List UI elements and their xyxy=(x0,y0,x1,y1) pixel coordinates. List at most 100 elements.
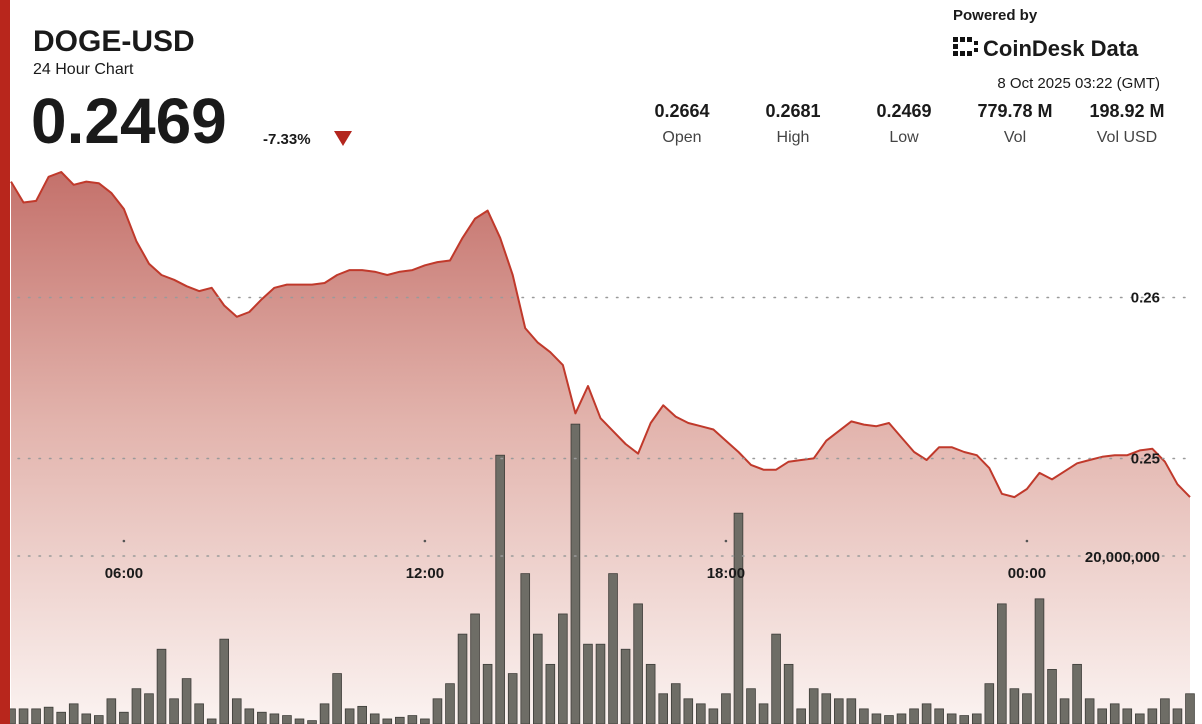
volume-bar xyxy=(43,706,54,724)
volume-bar xyxy=(670,683,681,724)
volume-bar xyxy=(119,711,129,724)
brand-name: CoinDesk Data xyxy=(983,36,1139,61)
volume-bar xyxy=(507,673,518,724)
volume-bar xyxy=(407,715,418,724)
volume-bar xyxy=(696,703,706,724)
volume-bar xyxy=(181,678,192,724)
volume-bar xyxy=(1160,698,1170,724)
volume-bar xyxy=(156,648,167,724)
ticker-title: DOGE-USD xyxy=(33,25,195,58)
y2-tick-label: 20,000,000 xyxy=(1085,549,1160,566)
volume-bar xyxy=(1072,663,1082,724)
volume-bar xyxy=(946,713,957,724)
volume-bar xyxy=(445,683,455,724)
brand-logo xyxy=(953,37,978,56)
volume-bar xyxy=(1047,669,1057,724)
stat-label: Vol xyxy=(1004,129,1026,146)
volume-bar xyxy=(520,573,531,724)
volume-bar xyxy=(934,708,944,724)
volume-bar xyxy=(846,698,857,724)
stats: 0.2664 Open 0.2681 High 0.2469 Low 779.78 M Vol… xyxy=(654,101,1164,146)
volume-bar xyxy=(658,693,668,724)
volume-bar xyxy=(558,613,568,724)
price-line xyxy=(10,171,1191,499)
x-tick-mark xyxy=(423,539,427,543)
volume-bar xyxy=(470,613,480,724)
volume-bar xyxy=(834,698,844,724)
volume-bar xyxy=(482,663,493,724)
volume-bar xyxy=(997,603,1007,724)
volume-bar xyxy=(206,718,217,724)
x-tick-label: 18:00 xyxy=(707,565,745,582)
volume-bar xyxy=(420,718,430,724)
volume-bar xyxy=(771,633,781,724)
volume-bar xyxy=(583,643,593,724)
volume-bar xyxy=(620,648,631,724)
volume-bar xyxy=(595,643,606,724)
volume-bar xyxy=(570,423,581,724)
y-tick-label: 0.25 xyxy=(1131,450,1160,467)
volume-bar xyxy=(909,708,919,724)
volume-bar xyxy=(1135,713,1145,724)
volume-bar xyxy=(721,693,731,724)
volume-bar xyxy=(808,688,819,724)
x-tick-mark xyxy=(122,539,126,543)
volume-bar xyxy=(683,698,694,724)
volume-bar xyxy=(859,708,869,724)
volume-bar xyxy=(896,713,907,724)
volume-bar xyxy=(294,718,305,724)
chart-subtitle: 24 Hour Chart xyxy=(33,61,134,78)
volume-bar xyxy=(282,715,292,724)
volume-bar xyxy=(1034,598,1045,724)
volume-bar xyxy=(231,698,242,724)
area-fill xyxy=(11,172,1190,724)
volume-bar xyxy=(971,713,982,724)
volume-bar xyxy=(307,720,317,724)
stat-label: High xyxy=(777,129,810,146)
x-tick-label: 06:00 xyxy=(105,565,143,582)
volume-bar xyxy=(758,703,769,724)
volume-bar xyxy=(31,708,41,724)
volume-bar xyxy=(545,663,556,724)
volume-bar xyxy=(219,638,230,724)
volume-bar xyxy=(796,708,806,724)
volume-bar xyxy=(131,688,142,724)
volume-bar xyxy=(871,713,882,724)
volume-bar xyxy=(532,633,543,724)
volume-bar xyxy=(708,708,719,724)
volume-bar xyxy=(645,663,656,724)
stat-label: Open xyxy=(662,129,701,146)
stat-label: Low xyxy=(889,129,919,146)
volume-bar xyxy=(81,713,92,724)
volume-bar xyxy=(1022,693,1032,724)
volume-bar xyxy=(369,713,380,724)
stat-value: 0.2469 xyxy=(876,101,931,121)
price-change: -7.33% xyxy=(263,131,311,148)
volume-bar xyxy=(733,512,744,724)
volume-bar xyxy=(1084,698,1095,724)
volume-bar xyxy=(1147,708,1158,724)
accent-strip xyxy=(0,0,10,724)
volume-bar xyxy=(495,454,505,724)
stat-value: 779.78 M xyxy=(977,101,1052,121)
volume-bar xyxy=(746,688,756,724)
volume-bar xyxy=(344,708,355,724)
volume-bar xyxy=(395,716,405,724)
volume-bar xyxy=(1122,708,1133,724)
volume-bar xyxy=(432,698,443,724)
volume-bar xyxy=(633,603,643,724)
volume-bar xyxy=(144,693,154,724)
volume-bar xyxy=(921,703,932,724)
volume-bar xyxy=(169,698,179,724)
volume-bar xyxy=(457,633,468,724)
plot: 0.26 0.25 20,000,000 06:00 12:00 18:00 00:00 xyxy=(6,171,1195,724)
volume-bar xyxy=(106,698,117,724)
volume-bar xyxy=(1109,703,1120,724)
volume-bar xyxy=(959,715,970,724)
volume-bar xyxy=(1059,698,1070,724)
volume-bar xyxy=(821,693,832,724)
volume-bar xyxy=(1185,693,1195,724)
volume-bar xyxy=(257,711,267,724)
volume-bar xyxy=(194,703,204,724)
